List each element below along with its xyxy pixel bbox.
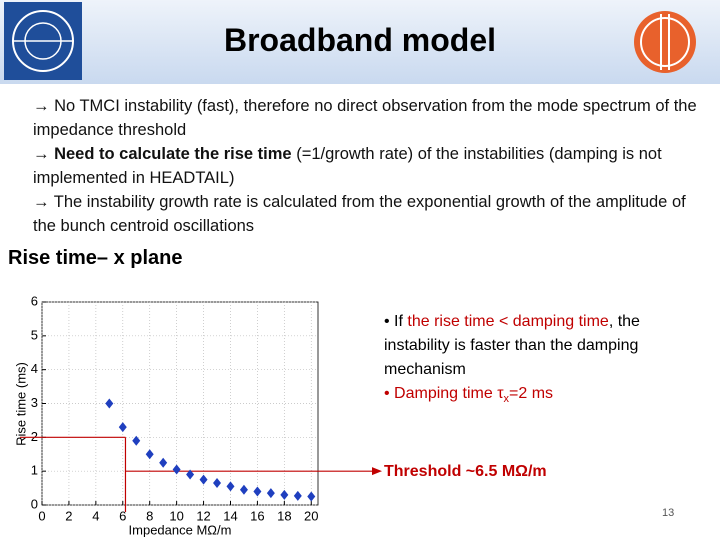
y-tick-label: 4 xyxy=(31,361,38,376)
data-point xyxy=(186,469,195,480)
note-list: • If the rise time < damping time, the i… xyxy=(384,310,704,411)
text-run: Need to calculate the rise time xyxy=(54,145,292,163)
data-point xyxy=(199,474,208,485)
data-point xyxy=(280,489,289,500)
x-tick-label: 14 xyxy=(223,508,237,523)
note: • Damping time τx=2 ms xyxy=(384,382,704,411)
clic-logo xyxy=(634,11,696,73)
x-tick-label: 6 xyxy=(119,508,126,523)
page-number: 13 xyxy=(662,507,675,519)
data-point xyxy=(253,486,262,497)
section-title: Rise time– x plane xyxy=(8,247,183,269)
arrow-head xyxy=(372,467,382,476)
text-run: → The instability growth rate is calcula… xyxy=(33,193,686,235)
data-point xyxy=(145,449,154,460)
bullet: → No TMCI instability (fast), therefore … xyxy=(33,94,713,142)
slide-title: Broadband model xyxy=(223,22,496,58)
data-point xyxy=(307,491,316,502)
text-run: , the instability is faster than the dam… xyxy=(384,313,640,378)
x-axis-label: Impedance MΩ/m xyxy=(129,522,232,537)
data-point xyxy=(239,484,248,495)
y-tick-label: 3 xyxy=(31,395,38,410)
text-run: → xyxy=(33,145,55,163)
y-tick-label: 0 xyxy=(31,496,38,511)
text-run: the rise time < damping time xyxy=(407,313,609,330)
text-run: → No TMCI instability (fast), therefore … xyxy=(33,97,697,139)
text-run: • If xyxy=(384,313,408,330)
data-point xyxy=(172,464,181,475)
x-tick-label: 2 xyxy=(65,508,72,523)
x-tick-label: 18 xyxy=(277,508,291,523)
y-tick-label: 1 xyxy=(31,463,38,478)
data-point xyxy=(132,435,141,446)
y-tick-label: 5 xyxy=(31,327,38,342)
x-tick-label: 8 xyxy=(146,508,153,523)
x-tick-label: 0 xyxy=(38,508,45,523)
header-bar xyxy=(0,0,720,84)
x-tick-label: 16 xyxy=(250,508,264,523)
y-axis-label: Rise time (ms) xyxy=(13,362,28,446)
y-tick-label: 2 xyxy=(31,429,38,444)
x-tick-label: 20 xyxy=(304,508,318,523)
bullet: → The instability growth rate is calcula… xyxy=(33,190,713,238)
note: • If the rise time < damping time, the i… xyxy=(384,310,704,382)
x-tick-label: 10 xyxy=(169,508,183,523)
data-point xyxy=(213,478,222,489)
data-point xyxy=(226,481,235,492)
threshold-label: Threshold ~6.5 MΩ/m xyxy=(384,463,547,480)
data-point xyxy=(118,422,127,433)
data-point xyxy=(105,398,114,409)
data-point xyxy=(266,488,275,499)
text-run: • Damping time τ xyxy=(384,385,504,402)
bullet-list: → No TMCI instability (fast), therefore … xyxy=(33,94,713,238)
cern-logo xyxy=(4,2,82,80)
bullet: → Need to calculate the rise time (=1/gr… xyxy=(33,142,713,190)
x-tick-label: 12 xyxy=(196,508,210,523)
x-tick-label: 4 xyxy=(92,508,99,523)
text-run: x xyxy=(503,393,510,406)
data-point xyxy=(159,457,168,468)
y-tick-label: 6 xyxy=(31,293,38,308)
data-point xyxy=(293,490,302,501)
text-run: (=1/growth rate) of the instabilities (d… xyxy=(33,145,662,187)
text-run: =2 ms xyxy=(509,385,554,402)
